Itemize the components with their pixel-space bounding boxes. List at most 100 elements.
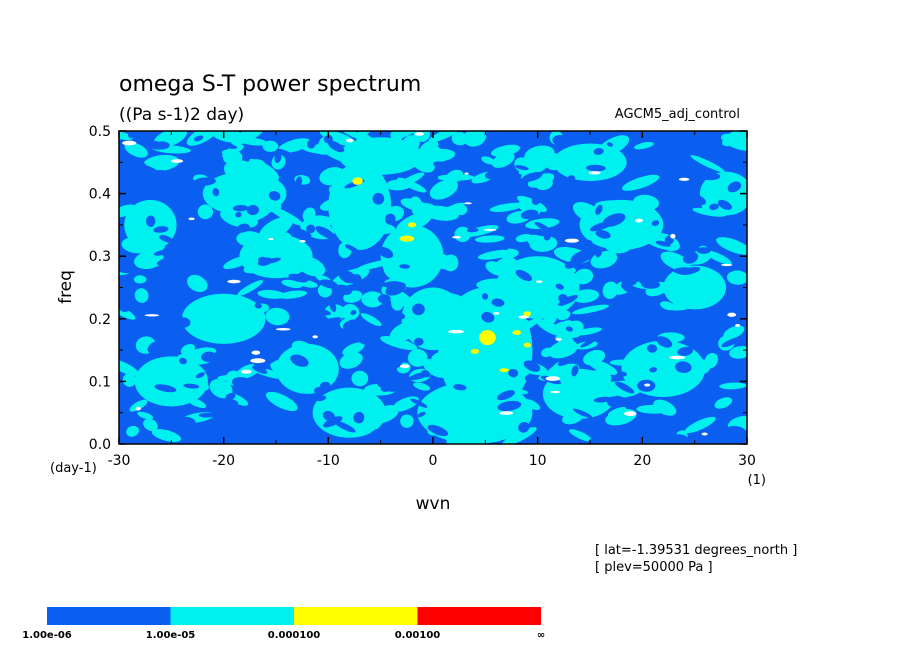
y-tick-label: 0.3 <box>89 249 111 265</box>
level-1-patch <box>723 266 736 273</box>
level-1-patch <box>565 326 573 332</box>
y-tick-label: 0.5 <box>89 124 111 140</box>
level-1-patch <box>500 240 510 251</box>
colorbar-label: 0.000100 <box>268 630 321 641</box>
level-2-patch <box>268 206 304 226</box>
level-2-patch <box>461 225 499 237</box>
level-1-patch <box>321 317 342 324</box>
level-1-patch <box>595 230 611 239</box>
level-1-patch <box>597 182 618 191</box>
level-1-patch <box>154 384 177 393</box>
level-1-patch <box>222 356 237 368</box>
level-1-patch <box>135 357 145 366</box>
level-1-patch <box>656 154 665 163</box>
level-2-patch <box>281 279 303 289</box>
level-1-patch <box>682 193 692 202</box>
level-2-patch <box>124 142 148 158</box>
level-2-patch <box>361 291 384 308</box>
level-1-patch <box>351 274 362 285</box>
level-1-patch <box>153 226 169 233</box>
level-1-patch <box>274 152 282 164</box>
below-range-patch <box>518 315 530 319</box>
level-1-patch <box>329 300 337 313</box>
level-1-patch <box>615 259 634 271</box>
level-2-patch <box>541 347 554 358</box>
level-2-patch <box>660 251 691 271</box>
level-2-patch <box>137 411 154 420</box>
below-range-patch <box>735 324 741 327</box>
level-1-patch <box>699 435 708 443</box>
level-1-patch <box>679 266 701 275</box>
level-1-patch <box>558 294 568 303</box>
level-1-patch <box>515 165 529 171</box>
below-range-patch <box>624 411 637 417</box>
level-1-patch <box>344 244 359 253</box>
level-1-patch <box>323 135 333 144</box>
level-2-region <box>663 265 727 310</box>
below-range-patch <box>188 217 195 221</box>
level-2-patch <box>723 325 745 339</box>
level-1-patch <box>677 346 694 356</box>
x-tick-label: 0 <box>429 453 438 469</box>
level-1-patch <box>484 170 502 180</box>
level-1-patch <box>174 422 195 433</box>
level-2-patch <box>324 304 346 321</box>
level-2-region <box>417 381 533 444</box>
level-1-patch <box>735 226 747 238</box>
colorbar: 1.00e-06 1.00e-05 0.000100 0.00100 ∞ <box>22 607 545 641</box>
below-range-patch <box>721 263 733 267</box>
colorbar-swatch <box>294 607 418 625</box>
level-1-patch <box>288 273 309 283</box>
below-range-patch <box>484 228 497 232</box>
below-range-patch <box>268 238 274 241</box>
level-1-patch <box>414 337 424 346</box>
level-1-patch <box>515 269 533 282</box>
level-2-patch <box>129 399 148 412</box>
level-1-patch <box>648 431 666 443</box>
level-1-patch <box>655 164 671 175</box>
level-2-region <box>553 143 627 182</box>
level-1-patch <box>671 222 690 232</box>
level-1-patch <box>589 221 613 232</box>
level-2-region <box>328 162 392 250</box>
level-1-patch <box>147 340 166 354</box>
below-range-patch <box>312 335 318 339</box>
level-1-patch <box>515 132 529 145</box>
chart-subtitle: ((Pa s-1)2 day) <box>119 105 244 125</box>
level-2-patch <box>535 177 553 191</box>
level-2-patch <box>400 414 414 428</box>
level-1-patch <box>666 178 687 191</box>
level-2-patch <box>496 248 519 259</box>
plot-area <box>119 131 747 444</box>
level-2-patch <box>721 133 747 151</box>
level-2-patch <box>180 343 196 355</box>
level-1-patch <box>548 210 569 219</box>
below-range-patch <box>727 312 737 317</box>
level-1-patch <box>153 249 170 256</box>
below-range-patch <box>299 239 306 243</box>
level-1-patch <box>315 226 336 240</box>
level-1-patch <box>559 182 579 191</box>
level-1-patch <box>534 221 552 233</box>
level-3-spot <box>523 311 531 317</box>
level-2-patch <box>143 418 158 432</box>
level-2-patch <box>237 280 264 296</box>
level-2-patch <box>134 288 149 303</box>
level-1-patch <box>159 235 174 243</box>
level-2-region <box>542 368 617 419</box>
info-box: [ lat=-1.39531 degrees_north ] [ plev=50… <box>595 543 797 575</box>
below-range-patch <box>275 327 291 331</box>
level-1-patch <box>573 408 593 419</box>
below-range-patch <box>644 383 651 387</box>
level-2-patch <box>351 370 369 387</box>
y-axis-ticks: 0.0 0.1 0.2 0.3 0.4 0.5 <box>89 124 747 453</box>
level-1-patch <box>704 341 714 352</box>
level-1-patch <box>214 154 224 162</box>
level-2-patch <box>726 270 747 285</box>
level-1-patch <box>531 193 542 205</box>
level-1-patch <box>396 312 406 320</box>
level-1-patch <box>682 252 699 264</box>
level-2-patch <box>583 349 606 366</box>
level-1-patch <box>429 172 439 182</box>
level-1-patch <box>565 190 583 202</box>
